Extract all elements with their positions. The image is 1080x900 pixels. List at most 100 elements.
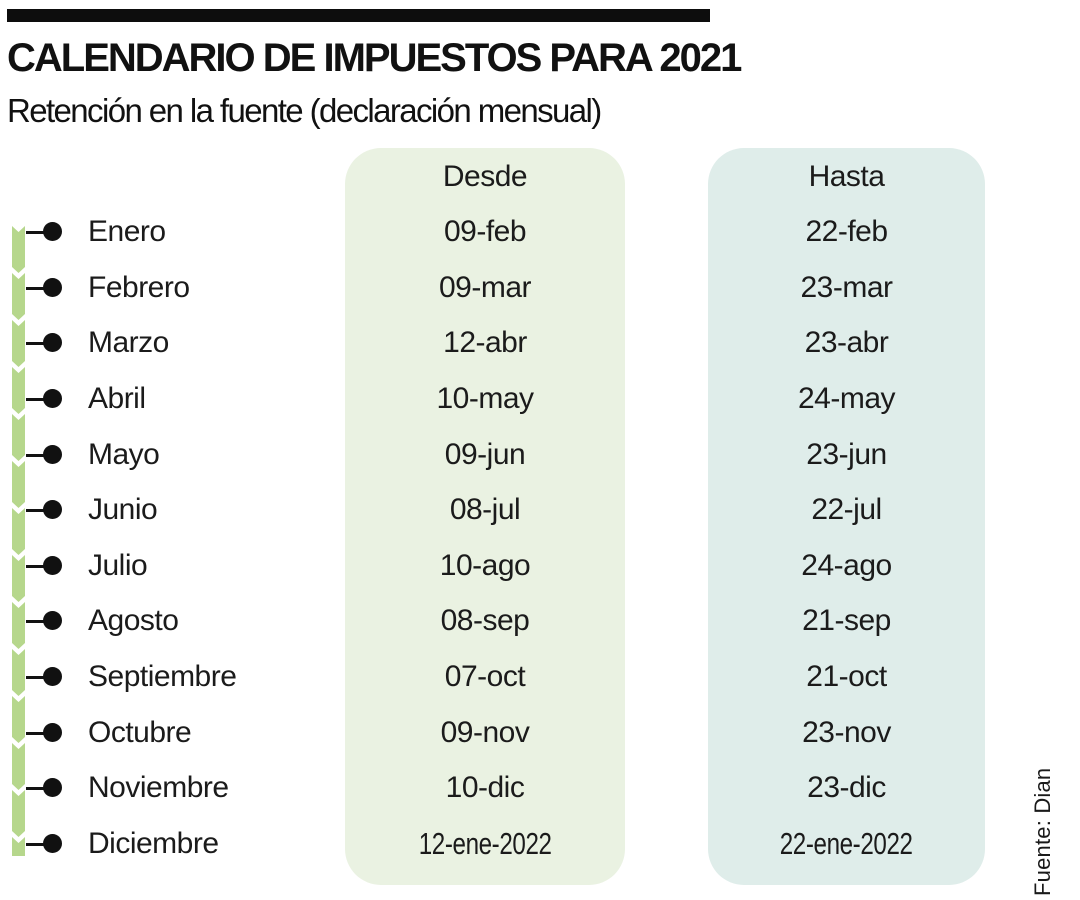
desde-date-value: 07-oct bbox=[444, 660, 526, 693]
table-row: Febrero 09-mar 23-mar bbox=[0, 260, 1080, 316]
hasta-column-panel bbox=[708, 148, 985, 885]
desde-date-cell: 09-jun bbox=[345, 427, 625, 483]
hasta-date-cell: 23-abr bbox=[708, 315, 985, 371]
month-label: Junio bbox=[88, 493, 158, 526]
hasta-date-value: 24-may bbox=[797, 382, 896, 415]
desde-date-value: 10-ago bbox=[439, 549, 531, 582]
desde-date-value: 10-dic bbox=[445, 771, 525, 804]
month-label: Febrero bbox=[88, 271, 190, 304]
hasta-date-value: 22-feb bbox=[805, 215, 888, 248]
month-label: Noviembre bbox=[88, 771, 229, 804]
connector-line bbox=[26, 565, 44, 568]
desde-date-value: 12-abr bbox=[443, 326, 527, 359]
hasta-date-value: 23-dic bbox=[807, 771, 886, 804]
table-row: Enero 09-feb 22-feb bbox=[0, 204, 1080, 260]
bullet-dot-icon bbox=[43, 778, 62, 797]
month-label: Diciembre bbox=[88, 827, 219, 860]
hasta-date-value: 24-ago bbox=[801, 549, 892, 582]
desde-date-cell: 12-ene-2022 bbox=[345, 816, 625, 873]
desde-date-cell: 08-sep bbox=[345, 593, 625, 649]
hasta-date-cell: 24-ago bbox=[708, 538, 985, 594]
hasta-date-value: 23-abr bbox=[804, 326, 889, 359]
connector-line bbox=[26, 231, 44, 234]
bullet-dot-icon bbox=[43, 222, 62, 241]
bullet-dot-icon bbox=[43, 278, 62, 297]
hasta-date-cell: 23-mar bbox=[708, 260, 985, 316]
connector-line bbox=[26, 732, 44, 735]
desde-date-value: 12-ene-2022 bbox=[418, 826, 552, 861]
table-row: Julio 10-ago 24-ago bbox=[0, 538, 1080, 594]
desde-date-value: 08-jul bbox=[449, 493, 521, 526]
desde-date-value: 09-feb bbox=[443, 215, 527, 248]
month-label: Enero bbox=[88, 215, 166, 248]
table-row: Abril 10-may 24-may bbox=[0, 371, 1080, 427]
desde-date-cell: 10-dic bbox=[345, 760, 625, 816]
bullet-dot-icon bbox=[43, 556, 62, 575]
hasta-date-value: 23-nov bbox=[802, 716, 891, 749]
desde-date-cell: 12-abr bbox=[345, 315, 625, 371]
desde-date-cell: 09-feb bbox=[345, 204, 625, 260]
bullet-dot-icon bbox=[43, 333, 62, 352]
month-label: Septiembre bbox=[88, 660, 237, 693]
connector-line bbox=[26, 676, 44, 679]
top-accent-bar bbox=[7, 9, 710, 22]
connector-line bbox=[26, 287, 44, 290]
table-row: Marzo 12-abr 23-abr bbox=[0, 315, 1080, 371]
desde-date-value: 09-nov bbox=[440, 716, 530, 749]
desde-date-value: 09-mar bbox=[438, 271, 532, 304]
bullet-dot-icon bbox=[43, 667, 62, 686]
bullet-dot-icon bbox=[43, 500, 62, 519]
desde-date-cell: 08-jul bbox=[345, 482, 625, 538]
desde-date-cell: 10-may bbox=[345, 371, 625, 427]
month-label: Agosto bbox=[88, 604, 179, 637]
bullet-dot-icon bbox=[43, 611, 62, 630]
bullet-dot-icon bbox=[43, 389, 62, 408]
hasta-date-cell: 22-ene-2022 bbox=[708, 816, 985, 873]
desde-date-cell: 07-oct bbox=[345, 649, 625, 705]
column-header-hasta: Hasta bbox=[808, 160, 885, 193]
month-label: Octubre bbox=[88, 716, 192, 749]
table-row: Noviembre 10-dic 23-dic bbox=[0, 760, 1080, 816]
connector-line bbox=[26, 843, 44, 846]
bullet-dot-icon bbox=[43, 445, 62, 464]
table-row: Junio 08-jul 22-jul bbox=[0, 482, 1080, 538]
desde-date-value: 09-jun bbox=[444, 438, 526, 471]
bullet-dot-icon bbox=[43, 834, 62, 853]
bullet-dot-icon bbox=[43, 723, 62, 742]
connector-line bbox=[26, 509, 44, 512]
desde-date-cell: 10-ago bbox=[345, 538, 625, 594]
month-label: Marzo bbox=[88, 326, 169, 359]
desde-date-value: 10-may bbox=[436, 382, 534, 415]
desde-date-cell: 09-nov bbox=[345, 705, 625, 761]
table-row: Octubre 09-nov 23-nov bbox=[0, 705, 1080, 761]
connector-line bbox=[26, 398, 44, 401]
hasta-date-value: 23-mar bbox=[800, 271, 893, 304]
desde-column-panel bbox=[345, 148, 625, 885]
desde-date-value: 08-sep bbox=[440, 604, 530, 637]
hasta-date-value: 22-ene-2022 bbox=[780, 826, 913, 861]
table-row: Mayo 09-jun 23-jun bbox=[0, 427, 1080, 483]
hasta-date-cell: 21-oct bbox=[708, 649, 985, 705]
source-label: Fuente: Dian bbox=[1030, 767, 1055, 896]
desde-date-cell: 09-mar bbox=[345, 260, 625, 316]
hasta-date-value: 21-sep bbox=[802, 604, 891, 637]
hasta-date-cell: 23-dic bbox=[708, 760, 985, 816]
hasta-date-value: 21-oct bbox=[806, 660, 887, 693]
hasta-date-cell: 23-nov bbox=[708, 705, 985, 761]
month-label: Mayo bbox=[88, 438, 160, 471]
table-row: Agosto 08-sep 21-sep bbox=[0, 593, 1080, 649]
hasta-date-cell: 23-jun bbox=[708, 427, 985, 483]
month-label: Julio bbox=[88, 549, 148, 582]
connector-line bbox=[26, 454, 44, 457]
hasta-date-value: 22-jul bbox=[811, 493, 882, 526]
table-row: Diciembre 12-ene-2022 22-ene-2022 bbox=[0, 816, 1080, 872]
table-row: Septiembre 07-oct 21-oct bbox=[0, 649, 1080, 705]
connector-line bbox=[26, 620, 44, 623]
column-header-desde: Desde bbox=[442, 160, 528, 193]
month-label: Abril bbox=[88, 382, 146, 415]
chevron-ribbon-icon bbox=[12, 226, 25, 856]
hasta-date-cell: 22-jul bbox=[708, 482, 985, 538]
hasta-date-cell: 22-feb bbox=[708, 204, 985, 260]
hasta-date-cell: 21-sep bbox=[708, 593, 985, 649]
connector-line bbox=[26, 342, 44, 345]
